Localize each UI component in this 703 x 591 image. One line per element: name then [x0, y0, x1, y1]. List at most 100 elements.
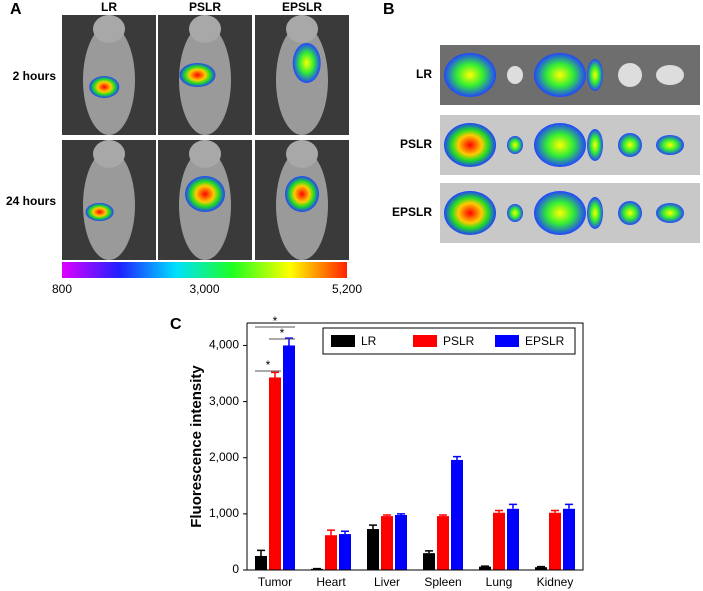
panel-label: C	[170, 316, 182, 333]
signal	[89, 76, 120, 98]
y-tick-label: 4,000	[209, 338, 239, 352]
bar	[437, 516, 449, 570]
organ	[618, 133, 642, 157]
x-tick-label: Kidney	[537, 575, 574, 589]
colorbar-tick-label: 3,000	[189, 282, 219, 296]
significance: *	[266, 358, 271, 372]
organ	[587, 59, 603, 91]
mouse-head	[189, 140, 221, 168]
mouse	[83, 150, 135, 260]
bar	[283, 345, 295, 570]
error-bar	[495, 509, 503, 513]
x-tick-label: Spleen	[424, 575, 461, 589]
bar	[451, 459, 463, 570]
organ	[534, 191, 586, 235]
organ	[534, 123, 586, 167]
axes	[246, 322, 584, 571]
organ	[507, 136, 523, 154]
organ	[444, 123, 496, 167]
mouse-head	[93, 15, 125, 43]
y-tick-label: 1,000	[209, 506, 239, 520]
legend	[322, 327, 576, 355]
bar	[339, 534, 351, 570]
bar	[325, 535, 337, 570]
bar	[493, 512, 505, 570]
error-bar	[425, 550, 433, 554]
bar	[395, 514, 407, 570]
y-tick-label: 3,000	[209, 394, 239, 408]
row-label: 24 hours	[6, 194, 56, 208]
bar	[269, 377, 281, 570]
bar	[549, 512, 561, 570]
organ	[444, 53, 496, 97]
significance: *	[280, 326, 285, 340]
row-label: LR	[416, 67, 432, 81]
error-bar	[551, 509, 559, 513]
panel-label: A	[10, 1, 22, 18]
error-bar	[257, 549, 265, 556]
x-tick-label: Liver	[374, 575, 400, 589]
y-tick-label: 0	[232, 562, 239, 576]
mouse-head	[93, 140, 125, 168]
bar	[367, 529, 379, 570]
colorbar-tick-label: 5,200	[332, 282, 362, 296]
row-label: PSLR	[400, 137, 432, 151]
signal	[292, 43, 321, 83]
row-label: 2 hours	[13, 69, 57, 83]
organ	[587, 197, 603, 229]
organ	[587, 129, 603, 161]
error-bar	[341, 530, 349, 535]
error-bar	[271, 371, 279, 378]
x-tick-label: Heart	[316, 575, 346, 589]
signal	[185, 176, 225, 212]
mouse-head	[189, 15, 221, 43]
y-axis-label: Fluorescence intensity	[188, 365, 205, 528]
error-bar	[397, 513, 405, 515]
organ	[618, 63, 642, 87]
bar	[535, 567, 547, 570]
legend-swatch	[331, 335, 355, 347]
bar	[507, 508, 519, 570]
bar	[311, 568, 323, 570]
chart: Fluorescence intensity 0 1,000 2,000 3,000 4,…	[188, 314, 584, 589]
bar	[381, 516, 393, 570]
images	[62, 15, 700, 278]
column-label: LR	[101, 0, 117, 14]
legend-swatch	[413, 335, 437, 347]
error-bar	[565, 503, 573, 509]
row-label: EPSLR	[392, 205, 432, 219]
x-tick-label: Tumor	[258, 575, 292, 589]
bar	[479, 566, 491, 570]
error-bar	[383, 514, 391, 517]
error-bar	[439, 514, 447, 517]
error-bar	[369, 524, 377, 530]
organ	[507, 204, 523, 222]
signal	[179, 63, 216, 87]
error-bar	[509, 503, 517, 509]
signal	[285, 176, 319, 212]
colorbar	[62, 262, 347, 278]
y-tick-label: 2,000	[209, 450, 239, 464]
organ	[656, 135, 684, 155]
organ	[444, 191, 496, 235]
legend-label: EPSLR	[525, 334, 565, 348]
organ	[534, 53, 586, 97]
organ	[618, 201, 642, 225]
error-bar	[327, 529, 335, 536]
legend-swatch	[495, 335, 519, 347]
error-bar	[453, 455, 461, 460]
colorbar-tick-label: 800	[52, 282, 72, 296]
significance: *	[273, 314, 278, 328]
panel-label: B	[383, 1, 395, 18]
column-label: EPSLR	[282, 0, 322, 14]
legend-label: PSLR	[443, 334, 475, 348]
error-bar	[537, 565, 545, 568]
legend-label: LR	[361, 334, 377, 348]
signal	[85, 203, 114, 221]
mouse-head	[286, 15, 318, 43]
bar	[423, 553, 435, 570]
organ	[507, 66, 523, 84]
mouse-head	[286, 140, 318, 168]
bar	[255, 555, 267, 570]
